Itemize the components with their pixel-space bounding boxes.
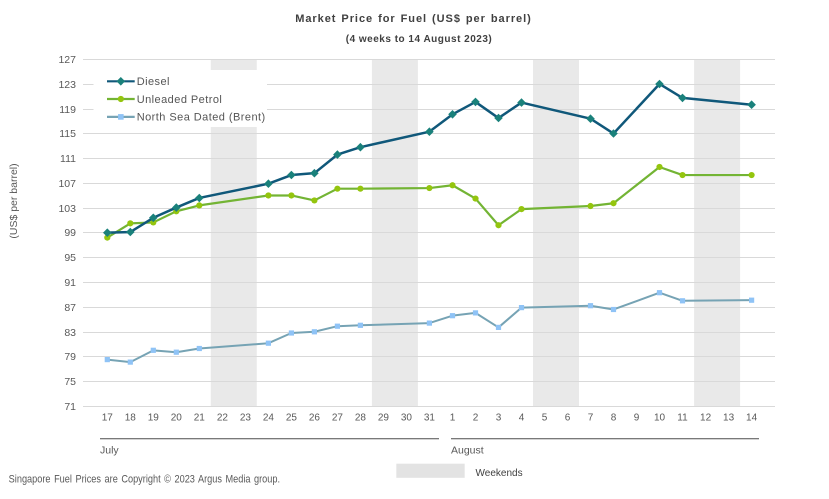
svg-text:87: 87 <box>64 302 76 314</box>
svg-text:9: 9 <box>634 413 640 424</box>
svg-text:119: 119 <box>59 104 76 116</box>
svg-text:95: 95 <box>64 252 76 264</box>
svg-text:Unleaded Petrol: Unleaded Petrol <box>137 94 223 106</box>
svg-text:25: 25 <box>286 413 298 424</box>
svg-text:29: 29 <box>378 413 390 424</box>
svg-text:30: 30 <box>401 413 413 424</box>
svg-text:19: 19 <box>148 413 160 424</box>
svg-text:123: 123 <box>58 79 76 91</box>
svg-text:Weekends: Weekends <box>476 468 523 479</box>
svg-text:21: 21 <box>194 413 206 424</box>
svg-text:Diesel: Diesel <box>137 76 170 88</box>
svg-text:18: 18 <box>125 413 137 424</box>
svg-text:99: 99 <box>64 227 76 239</box>
svg-text:115: 115 <box>59 128 76 140</box>
svg-text:127: 127 <box>58 54 76 66</box>
svg-text:Market Price for Fuel (US$ per: Market Price for Fuel (US$ per barrel) <box>295 13 532 25</box>
svg-text:August: August <box>451 445 484 457</box>
svg-text:(4 weeks to 14 August 2023): (4 weeks to 14 August 2023) <box>346 34 493 45</box>
svg-text:26: 26 <box>309 413 321 424</box>
svg-text:27: 27 <box>332 413 344 424</box>
svg-text:(US$ per barrel): (US$ per barrel) <box>8 163 20 238</box>
svg-text:28: 28 <box>355 413 367 424</box>
svg-text:103: 103 <box>58 203 76 215</box>
svg-text:10: 10 <box>654 413 666 424</box>
svg-text:79: 79 <box>64 351 76 363</box>
svg-text:6: 6 <box>565 413 571 424</box>
svg-text:13: 13 <box>723 413 735 424</box>
svg-text:3: 3 <box>496 413 502 424</box>
svg-text:107: 107 <box>58 178 76 190</box>
svg-text:7: 7 <box>588 413 594 424</box>
svg-text:20: 20 <box>171 413 183 424</box>
svg-text:4: 4 <box>519 413 525 424</box>
svg-text:July: July <box>100 445 119 457</box>
svg-text:14: 14 <box>746 413 758 424</box>
svg-text:91: 91 <box>64 277 76 289</box>
svg-text:22: 22 <box>217 413 229 424</box>
svg-text:71: 71 <box>64 401 76 413</box>
svg-text:31: 31 <box>424 413 436 424</box>
svg-text:11: 11 <box>677 413 688 424</box>
svg-text:2: 2 <box>473 413 479 424</box>
svg-text:75: 75 <box>64 376 76 388</box>
svg-text:5: 5 <box>542 413 548 424</box>
svg-text:1: 1 <box>450 413 456 424</box>
svg-text:17: 17 <box>102 413 114 424</box>
svg-text:23: 23 <box>240 413 252 424</box>
svg-text:83: 83 <box>64 327 76 339</box>
svg-text:111: 111 <box>60 153 76 165</box>
svg-text:24: 24 <box>263 413 275 424</box>
svg-text:North Sea Dated (Brent): North Sea Dated (Brent) <box>137 112 266 124</box>
svg-text:8: 8 <box>611 413 617 424</box>
svg-text:12: 12 <box>700 413 712 424</box>
svg-text:Singapore Fuel Prices are Copy: Singapore Fuel Prices are Copyright © 20… <box>9 474 280 486</box>
